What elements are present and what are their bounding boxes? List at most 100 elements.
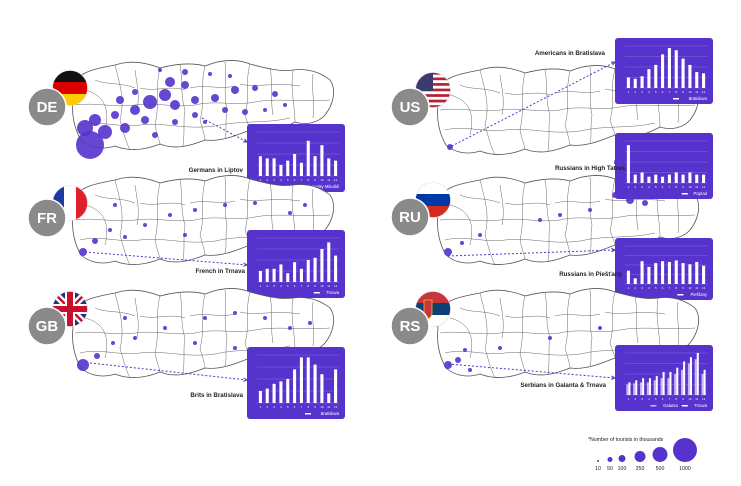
x-tick-label: 4 [648,397,650,401]
x-tick-label: 5 [655,397,657,401]
tourist-bubble [263,108,267,112]
tourist-bubble [447,144,453,150]
x-tick-label: 12 [334,178,338,182]
x-tick-label: 3 [273,178,275,182]
district-border [589,66,593,144]
x-tick-label: 8 [675,397,677,401]
connector-arrow [201,117,248,143]
x-tick-label: 11 [695,185,698,189]
panel-caption: Russians in Piešťany [559,271,622,278]
chart-legend-label: Trnava [694,403,708,408]
district-border [139,315,186,319]
x-tick-label: 6 [662,185,664,189]
chart-bar [306,357,310,403]
tourist-bubble [183,233,187,237]
chart-bar [299,162,303,176]
chart-bar [647,176,651,183]
tourist-bubble [158,68,162,72]
tourist-bubble [92,238,98,244]
legend-size-label: 1000 [679,466,691,472]
chart-bar [667,261,671,284]
tourist-bubble [228,74,232,78]
x-tick-label: 6 [294,405,296,409]
de-flag-icon [52,70,88,106]
x-tick-label: 1 [628,397,630,401]
x-tick-label: 10 [688,286,692,290]
x-tick-label: 5 [655,90,657,94]
rs-flag-icon [415,291,451,327]
x-tick-label: 4 [648,90,650,94]
district-border [154,295,161,373]
tourist-bubble [598,326,602,330]
chart-bar [334,369,338,403]
chart-bar [293,262,297,282]
district-border [479,292,496,379]
tourist-bubble [223,203,227,207]
district-border [134,297,139,339]
tourist-bubble [94,353,100,359]
x-tick-label: 8 [675,286,677,290]
x-tick-label: 3 [641,90,643,94]
arrow-head [610,61,616,66]
tourist-bubble [253,201,257,205]
chart-bar [327,393,331,403]
chart-bar [626,77,630,88]
country-code-badge [390,87,430,127]
chart-bar [299,357,303,403]
gb-slovakia-map [71,287,335,379]
x-tick-label: 9 [682,397,684,401]
chart-bar [654,263,658,284]
x-tick-label: 3 [641,286,643,290]
x-tick-label: 10 [320,178,324,182]
district-border [74,214,331,222]
district-border [634,295,639,344]
arrow-head [243,377,248,382]
chart-bar [334,160,338,176]
district-border [449,94,473,136]
legend-bubble [607,457,613,462]
x-tick-label: 12 [702,286,706,290]
chart-bar [640,382,643,395]
chart-bar [647,266,651,284]
de-slovakia-map [71,59,335,159]
district-border [554,200,601,204]
chart-bar [286,160,290,176]
chart-legend-swatch [650,405,657,407]
district-border [519,72,526,150]
tourist-bubble [208,72,212,76]
chart-bar [702,265,706,284]
tourist-bubble [76,131,104,159]
connector-arrow [447,61,616,149]
district-border [609,68,616,136]
chart-bar [689,357,692,395]
district-border [449,204,473,246]
chart-bar [633,78,637,88]
district-border [179,179,186,262]
tourist-bubble [498,346,502,350]
chart-bar [626,145,630,183]
chart-bar [702,73,706,88]
chart-bar [681,263,685,284]
tourist-bubble [141,116,149,124]
chart-bar [299,268,303,282]
x-tick-label: 5 [655,286,657,290]
chart-bar [640,76,644,88]
district-border [179,64,186,147]
district-border [189,85,236,89]
district-border [239,198,301,202]
tourist-bubble [242,109,248,115]
chart-bar [633,383,636,395]
district-border [74,327,331,335]
chart-bar [676,367,679,395]
district-border [239,83,301,87]
chart-bar [327,242,331,282]
x-tick-label: 7 [301,405,303,409]
tourist-bubble [170,100,180,110]
chart-bar [272,268,276,282]
